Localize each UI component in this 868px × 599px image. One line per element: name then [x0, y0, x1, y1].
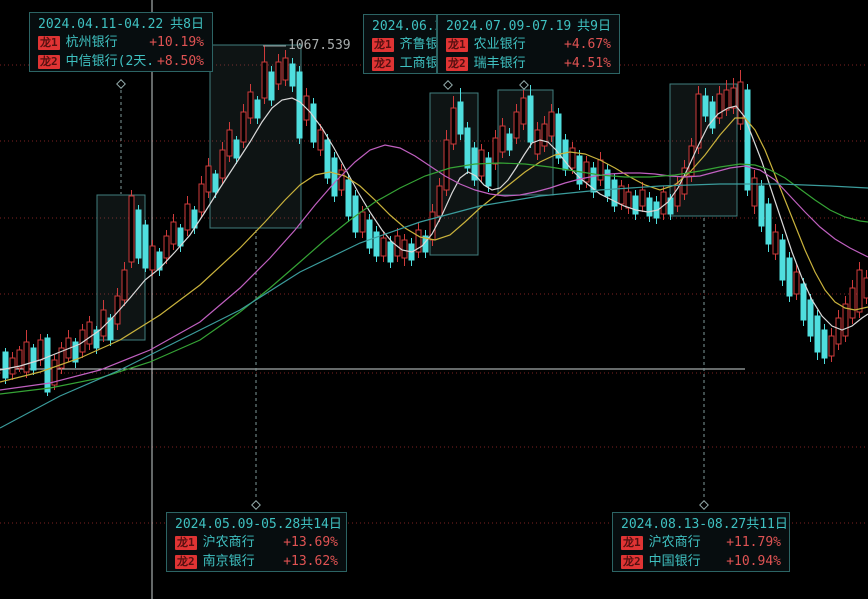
range-annotation-apr[interactable]: 2024.04.11-04.22 共8日 龙1 杭州银行 +10.19% 龙2 …	[29, 12, 213, 72]
leader2-pct: +13.62%	[283, 554, 338, 569]
range-annotation-may[interactable]: 2024.05.09-05.28 共14日 龙1 沪农商行 +13.69% 龙2…	[166, 512, 347, 572]
leader2-pct: +4.51%	[564, 56, 611, 71]
range-annotation-jun[interactable]: 2024.06.25-0 龙1 齐鲁银行 龙2 工商银行	[363, 14, 437, 74]
leader2-name: 中国银行	[648, 554, 701, 569]
leader1-name: 农业银行	[473, 37, 526, 52]
leader2-pct: +8.50%	[157, 54, 204, 69]
leader1-name: 沪农商行	[648, 535, 701, 550]
leader1-badge: 龙1	[175, 535, 197, 550]
leader2-name: 瑞丰银行	[473, 56, 526, 71]
leader2-name: 南京银行	[202, 554, 255, 569]
leader1-name: 齐鲁银行	[399, 37, 436, 52]
leader1-pct: +10.19%	[149, 35, 204, 50]
leader1-pct: +13.69%	[283, 535, 338, 550]
leader1-badge: 龙1	[621, 535, 643, 550]
day-count: 共8日	[170, 17, 204, 32]
date-range: 2024.06.25-0	[372, 19, 436, 34]
date-range: 2024.07.09-07.19	[446, 19, 572, 34]
leader1-name: 沪农商行	[202, 535, 255, 550]
leader2-pct: +10.94%	[726, 554, 781, 569]
leader2-badge: 龙2	[372, 56, 394, 71]
day-count: 共14日	[300, 517, 342, 532]
date-range: 2024.04.11-04.22	[38, 17, 164, 32]
leader1-name: 杭州银行	[65, 35, 118, 50]
day-count: 共11日	[746, 517, 788, 532]
leader2-badge: 龙2	[621, 554, 643, 569]
leader1-pct: +4.67%	[564, 37, 611, 52]
date-range: 2024.05.09-05.28	[175, 517, 301, 532]
leader1-badge: 龙1	[446, 37, 468, 52]
leader1-badge: 龙1	[38, 35, 60, 50]
range-annotation-aug[interactable]: 2024.08.13-08.27 共11日 龙1 沪农商行 +11.79% 龙2…	[612, 512, 790, 572]
leader2-name: 中信银行(2天...	[65, 54, 151, 69]
leader2-name: 工商银行	[399, 56, 436, 71]
leader2-badge: 龙2	[175, 554, 197, 569]
range-annotation-jul[interactable]: 2024.07.09-07.19 共9日 龙1 农业银行 +4.67% 龙2 瑞…	[437, 14, 620, 74]
peak-price-label: 1067.539	[288, 38, 351, 53]
leader1-pct: +11.79%	[726, 535, 781, 550]
date-range: 2024.08.13-08.27	[621, 517, 747, 532]
leader1-badge: 龙1	[372, 37, 394, 52]
leader2-badge: 龙2	[446, 56, 468, 71]
day-count: 共9日	[577, 19, 611, 34]
leader2-badge: 龙2	[38, 54, 60, 69]
